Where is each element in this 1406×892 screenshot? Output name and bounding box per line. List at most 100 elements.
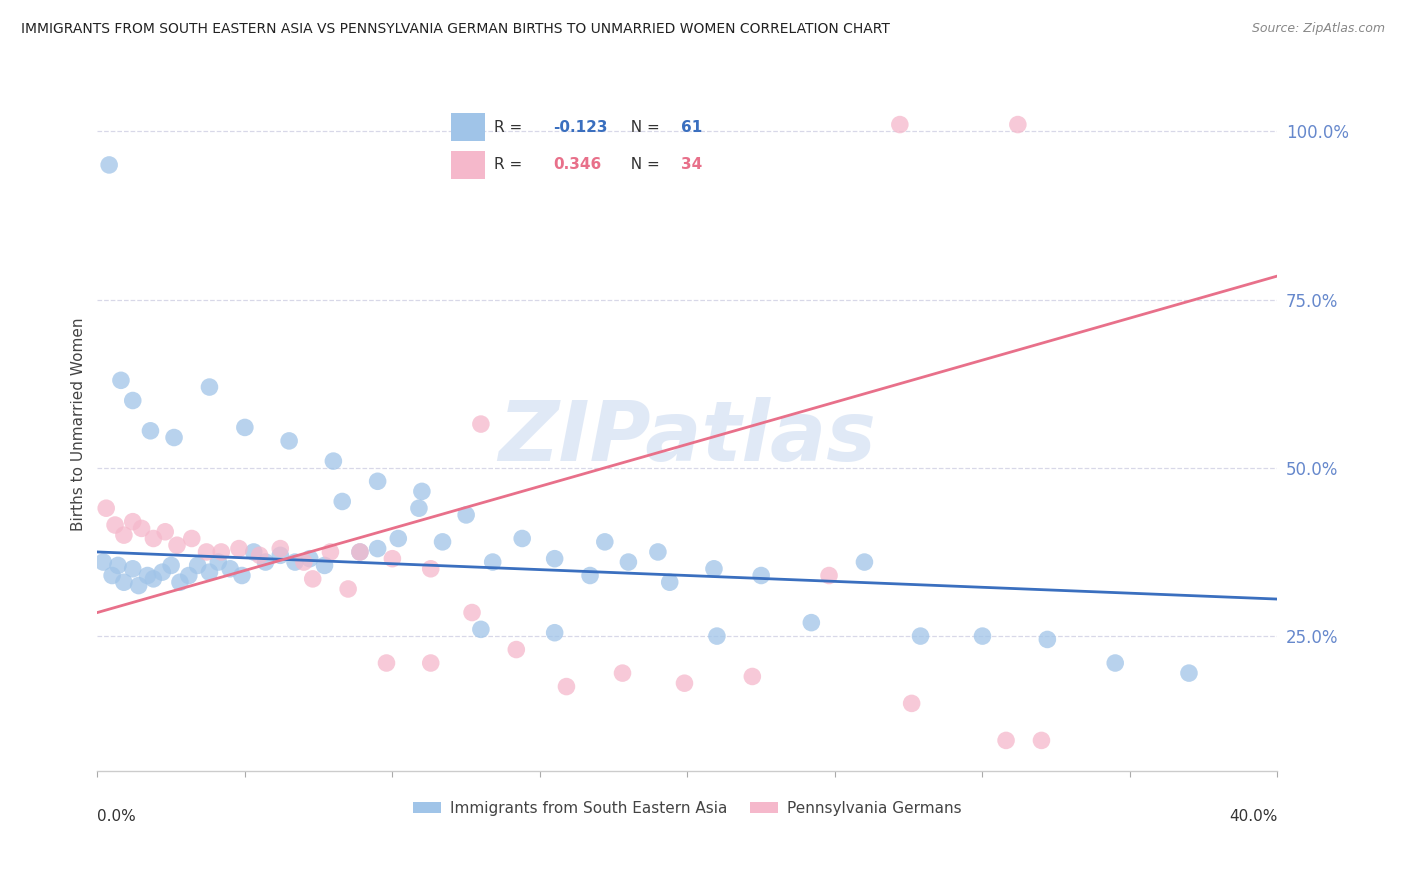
Point: [292, 555, 315, 569]
Point: [706, 629, 728, 643]
Point: [749, 568, 772, 582]
Point: [505, 642, 527, 657]
Point: [972, 629, 994, 643]
Point: [269, 541, 291, 556]
Point: [160, 558, 183, 573]
Point: [995, 733, 1018, 747]
Text: 0.0%: 0.0%: [97, 809, 136, 824]
Point: [249, 549, 271, 563]
Point: [110, 373, 132, 387]
Point: [284, 555, 307, 569]
Point: [411, 484, 433, 499]
Point: [198, 565, 221, 579]
Point: [314, 558, 336, 573]
Point: [155, 524, 177, 539]
Point: [543, 551, 565, 566]
Point: [298, 551, 321, 566]
Point: [209, 545, 232, 559]
Point: [349, 545, 371, 559]
Text: ZIPatlas: ZIPatlas: [499, 398, 876, 478]
Point: [330, 494, 353, 508]
Point: [112, 575, 135, 590]
Point: [617, 555, 640, 569]
Point: [1031, 733, 1053, 747]
Point: [319, 545, 342, 559]
Point: [242, 545, 264, 559]
Point: [195, 545, 218, 559]
Point: [207, 555, 229, 569]
Point: [198, 380, 221, 394]
Point: [301, 572, 323, 586]
Text: Source: ZipAtlas.com: Source: ZipAtlas.com: [1251, 22, 1385, 36]
Text: IMMIGRANTS FROM SOUTH EASTERN ASIA VS PENNSYLVANIA GERMAN BIRTHS TO UNMARRIED WO: IMMIGRANTS FROM SOUTH EASTERN ASIA VS PE…: [21, 22, 890, 37]
Point: [818, 568, 841, 582]
Point: [419, 562, 441, 576]
Point: [96, 501, 118, 516]
Point: [673, 676, 696, 690]
Point: [128, 579, 150, 593]
Point: [107, 558, 129, 573]
Point: [219, 562, 242, 576]
Point: [139, 424, 162, 438]
Point: [121, 562, 143, 576]
Point: [481, 555, 503, 569]
Point: [853, 555, 876, 569]
Point: [142, 532, 165, 546]
Point: [1007, 118, 1029, 132]
Point: [703, 562, 725, 576]
Point: [349, 545, 371, 559]
Text: 40.0%: 40.0%: [1229, 809, 1278, 824]
Point: [228, 541, 250, 556]
Point: [510, 532, 533, 546]
Point: [269, 549, 291, 563]
Point: [163, 431, 186, 445]
Point: [322, 454, 344, 468]
Point: [131, 521, 153, 535]
Point: [741, 669, 763, 683]
Point: [470, 623, 492, 637]
Point: [387, 532, 409, 546]
Point: [647, 545, 669, 559]
Point: [1104, 656, 1126, 670]
Point: [432, 534, 454, 549]
Point: [367, 475, 389, 489]
Point: [233, 420, 256, 434]
Point: [180, 532, 202, 546]
Point: [381, 551, 404, 566]
Point: [889, 118, 911, 132]
Point: [150, 565, 173, 579]
Point: [104, 518, 127, 533]
Point: [543, 625, 565, 640]
Point: [169, 575, 191, 590]
Point: [177, 568, 200, 582]
Point: [136, 568, 159, 582]
Point: [1178, 666, 1201, 681]
Point: [101, 568, 124, 582]
Point: [231, 568, 253, 582]
Point: [910, 629, 932, 643]
Point: [612, 666, 634, 681]
Point: [121, 393, 143, 408]
Point: [593, 534, 616, 549]
Point: [900, 697, 922, 711]
Point: [1036, 632, 1059, 647]
Y-axis label: Births to Unmarried Women: Births to Unmarried Women: [72, 318, 86, 531]
Point: [461, 606, 484, 620]
Point: [121, 515, 143, 529]
Legend: Immigrants from South Eastern Asia, Pennsylvania Germans: Immigrants from South Eastern Asia, Penn…: [408, 795, 967, 822]
Point: [555, 680, 578, 694]
Point: [254, 555, 277, 569]
Point: [579, 568, 602, 582]
Point: [166, 538, 188, 552]
Point: [419, 656, 441, 670]
Point: [142, 572, 165, 586]
Point: [658, 575, 681, 590]
Point: [278, 434, 301, 448]
Point: [470, 417, 492, 431]
Point: [408, 501, 430, 516]
Point: [187, 558, 209, 573]
Point: [367, 541, 389, 556]
Point: [91, 555, 114, 569]
Point: [98, 158, 121, 172]
Point: [456, 508, 478, 522]
